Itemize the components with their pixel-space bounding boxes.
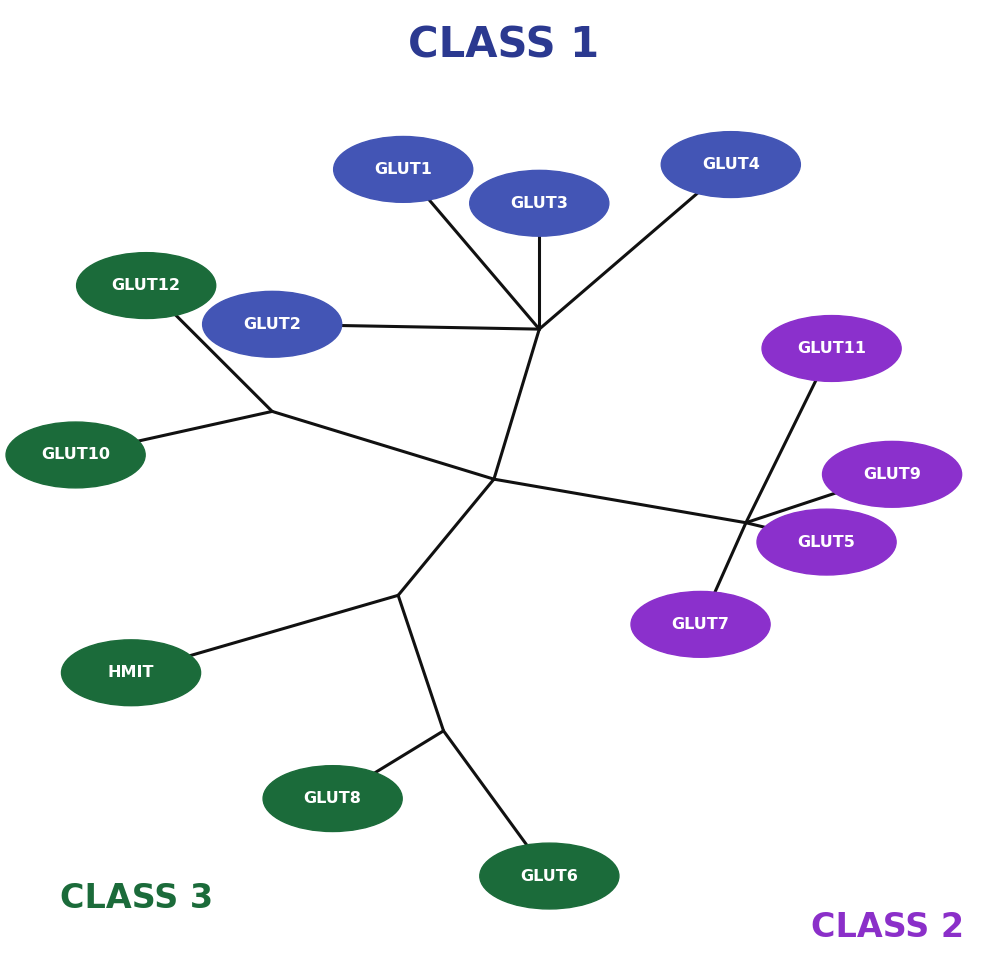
Text: GLUT4: GLUT4 <box>702 157 760 172</box>
Text: GLUT3: GLUT3 <box>510 196 569 211</box>
Ellipse shape <box>757 509 896 575</box>
Text: GLUT8: GLUT8 <box>303 791 362 806</box>
Text: CLASS 3: CLASS 3 <box>59 882 213 915</box>
Ellipse shape <box>263 766 402 832</box>
Ellipse shape <box>480 843 619 909</box>
Text: GLUT2: GLUT2 <box>243 317 301 332</box>
Ellipse shape <box>762 316 901 381</box>
Text: HMIT: HMIT <box>108 665 154 681</box>
Text: GLUT9: GLUT9 <box>863 467 921 482</box>
Text: GLUT10: GLUT10 <box>41 447 110 463</box>
Text: GLUT6: GLUT6 <box>520 868 579 884</box>
Text: CLASS 1: CLASS 1 <box>408 24 600 66</box>
Text: CLASS 2: CLASS 2 <box>810 911 964 944</box>
Ellipse shape <box>470 170 609 236</box>
Ellipse shape <box>61 640 201 706</box>
Text: GLUT12: GLUT12 <box>112 278 180 293</box>
Ellipse shape <box>823 441 962 507</box>
Ellipse shape <box>631 591 770 657</box>
Text: GLUT1: GLUT1 <box>374 162 432 177</box>
Text: GLUT5: GLUT5 <box>797 534 856 550</box>
Ellipse shape <box>334 136 473 202</box>
Text: GLUT11: GLUT11 <box>797 341 866 356</box>
Ellipse shape <box>203 291 342 357</box>
Ellipse shape <box>6 422 145 488</box>
Text: GLUT7: GLUT7 <box>671 617 730 632</box>
Ellipse shape <box>661 132 800 197</box>
Ellipse shape <box>77 253 216 318</box>
